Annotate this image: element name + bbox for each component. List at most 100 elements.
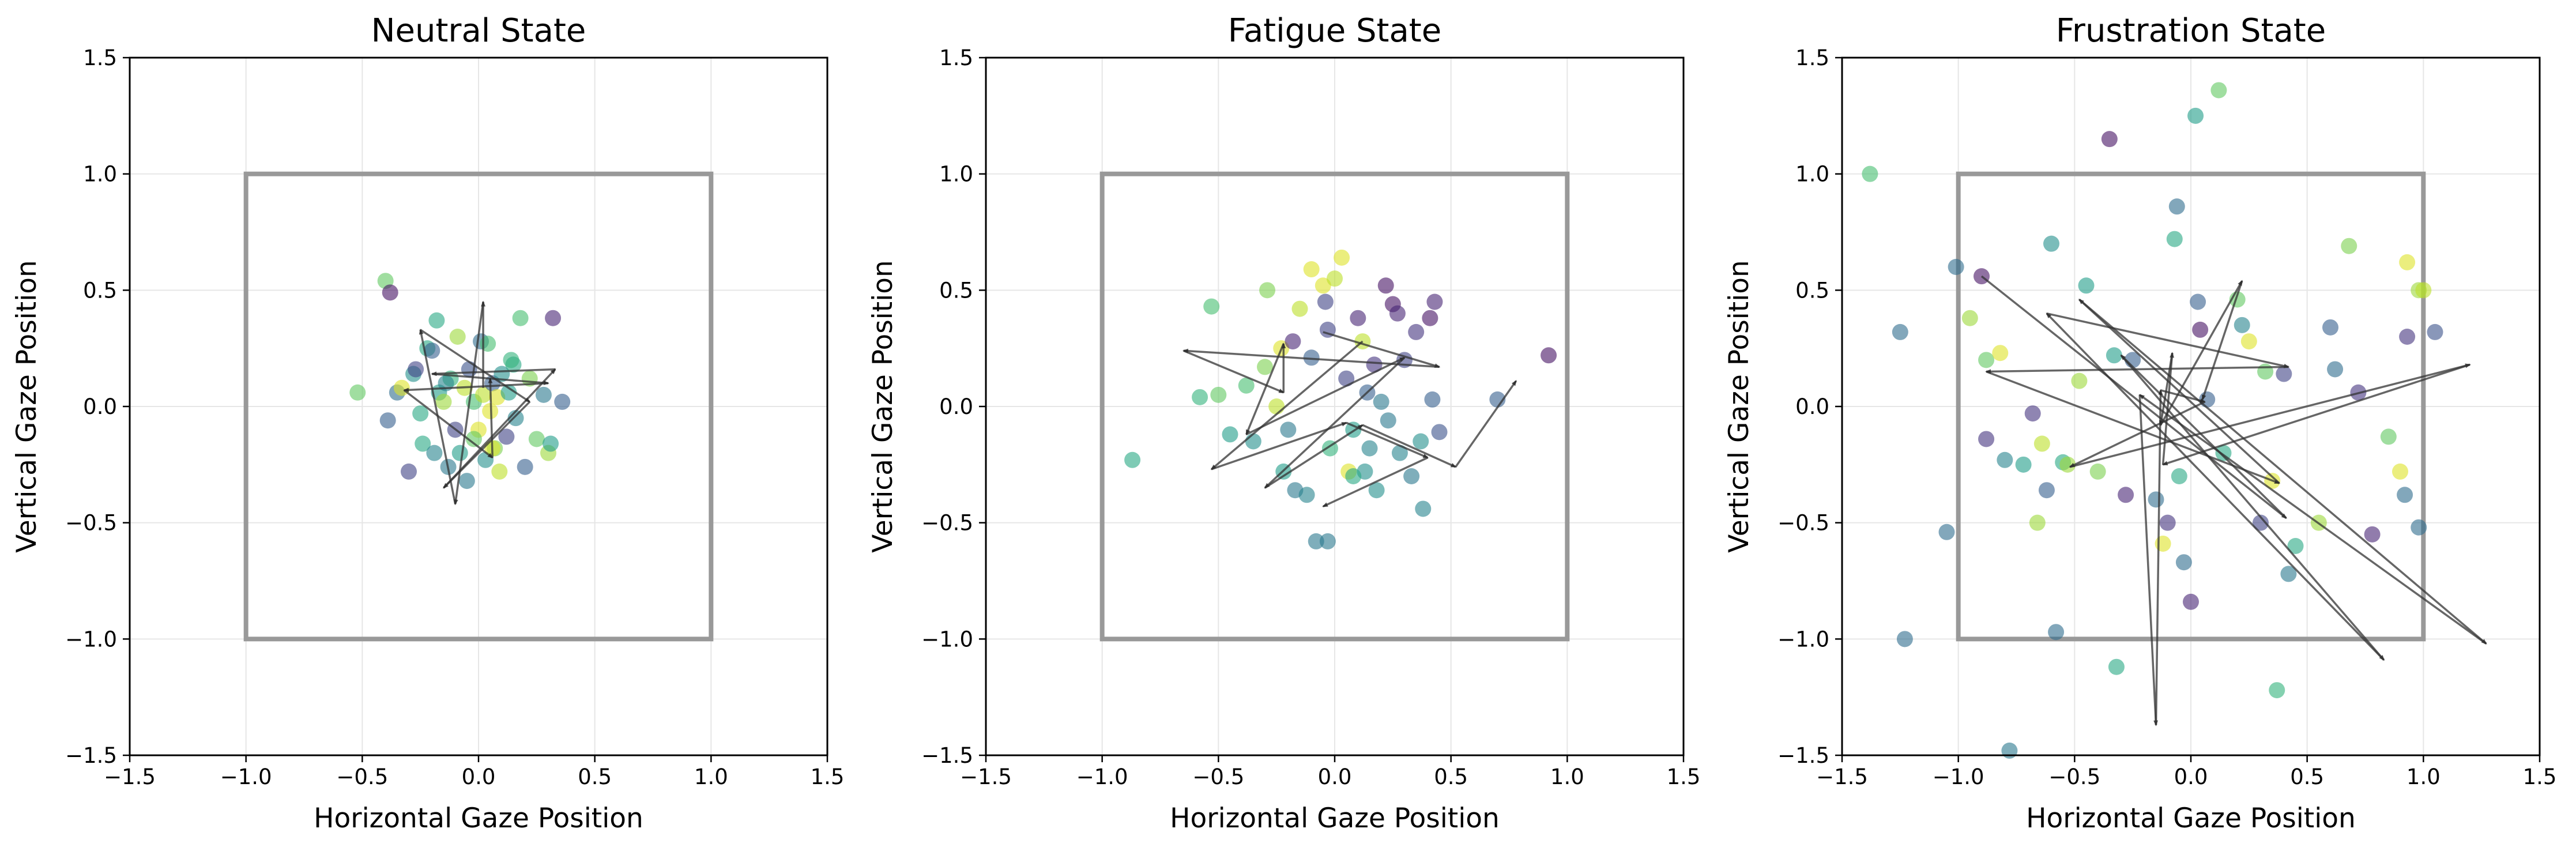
data-point [498, 428, 515, 445]
gaze-arrow [1362, 424, 1457, 468]
gaze-arrow [1210, 340, 1364, 470]
data-point [2038, 482, 2055, 499]
data-point [1938, 524, 1955, 540]
data-point [415, 435, 431, 452]
data-point [2089, 463, 2106, 480]
y-tick-label: −1.0 [65, 627, 117, 652]
gaze-arrow [1323, 331, 1441, 368]
data-point [2078, 277, 2095, 294]
data-point [2253, 514, 2269, 531]
data-point [428, 312, 445, 329]
y-tick-label: 1.0 [83, 162, 117, 187]
data-point [512, 310, 529, 326]
data-point [500, 384, 517, 401]
data-point [2175, 554, 2192, 571]
data-point [2192, 321, 2209, 338]
data-point [2269, 682, 2285, 699]
data-point [1303, 261, 1320, 278]
data-point [1259, 282, 1276, 299]
data-point [2380, 428, 2397, 445]
data-point [2411, 519, 2427, 536]
x-tick-label: −1.0 [1933, 765, 1984, 789]
data-point [1961, 310, 1978, 326]
data-point [545, 310, 562, 326]
y-tick-label: −1.5 [65, 743, 117, 768]
x-axis-label: Horizontal Gaze Position [1170, 803, 1500, 834]
data-point [1285, 333, 1301, 350]
x-tick-label: 0.5 [578, 765, 612, 789]
x-tick-label: 0.0 [462, 765, 496, 789]
gaze-arrow [1455, 379, 1517, 468]
data-point [1380, 412, 1396, 429]
data-point [2399, 329, 2416, 345]
gaze-arrow [1264, 357, 1406, 489]
data-point [424, 342, 440, 359]
data-point [349, 384, 366, 401]
data-point [2341, 238, 2357, 254]
data-point [2280, 566, 2297, 582]
data-point [2155, 535, 2171, 552]
data-point [1366, 356, 1383, 373]
data-point [2101, 131, 2118, 148]
data-point [1238, 377, 1255, 394]
x-tick-label: −1.0 [220, 765, 272, 789]
gaze-arrow [2159, 352, 2174, 427]
data-point [2257, 363, 2274, 380]
y-tick-label: 1.5 [939, 46, 973, 70]
data-point [426, 445, 443, 461]
data-point [2276, 366, 2292, 382]
x-tick-label: −1.5 [960, 765, 1012, 789]
data-point [554, 393, 571, 410]
data-point [465, 431, 482, 447]
data-point [2071, 372, 2088, 389]
data-point [2159, 514, 2176, 531]
gaze-arrow [2160, 280, 2243, 426]
data-point [1403, 468, 1420, 484]
y-tick-label: 0.0 [83, 394, 117, 419]
gaze-arrow [1985, 366, 2289, 374]
gaze-arrow [1346, 421, 1429, 459]
panel-title: Frustration State [2056, 12, 2326, 50]
x-tick-label: −0.5 [1192, 765, 1244, 789]
data-point [2322, 319, 2338, 336]
data-point [2171, 468, 2187, 484]
data-point [2033, 435, 2050, 452]
data-point [2364, 526, 2381, 543]
data-point [2415, 282, 2432, 299]
gaze-arrow [2138, 394, 2487, 645]
data-point [1245, 433, 1261, 450]
x-tick-label: −0.5 [336, 765, 388, 789]
reference-box [243, 171, 714, 642]
data-point [1413, 433, 1429, 450]
y-tick-label: 1.0 [1795, 162, 1829, 187]
data-point [517, 458, 533, 475]
data-point [2397, 487, 2413, 503]
data-point [1203, 298, 1220, 315]
data-point [2427, 323, 2443, 340]
gaze-arrow [1322, 457, 1429, 508]
data-point [1345, 468, 1362, 484]
gaze-arrow [402, 382, 549, 393]
gaze-arrow [1245, 343, 1285, 436]
data-point [1997, 451, 2013, 468]
data-point [2199, 391, 2216, 408]
panel-frustration: Frustration State −1.5−1.5 −1.0 −1.0 −0.5 −0… [1723, 12, 2556, 834]
data-point [2210, 82, 2227, 99]
data-point [2048, 624, 2065, 641]
data-point [2168, 198, 2185, 215]
gaze-arrow [2120, 354, 2287, 519]
data-point [2029, 514, 2046, 531]
gaze-arrow [2078, 299, 2487, 645]
x-axis-label: Horizontal Gaze Position [2026, 803, 2356, 834]
data-point [449, 329, 466, 345]
data-point [535, 386, 552, 403]
data-point [451, 445, 468, 461]
data-point [2106, 347, 2122, 364]
gaze-arrow [1245, 356, 1406, 435]
data-point [1192, 389, 1208, 405]
x-tick-label: 1.0 [2406, 765, 2441, 789]
data-point [379, 412, 396, 429]
data-point [1361, 440, 1378, 457]
data-point [2166, 231, 2183, 247]
x-tick-label: 1.5 [811, 765, 845, 789]
